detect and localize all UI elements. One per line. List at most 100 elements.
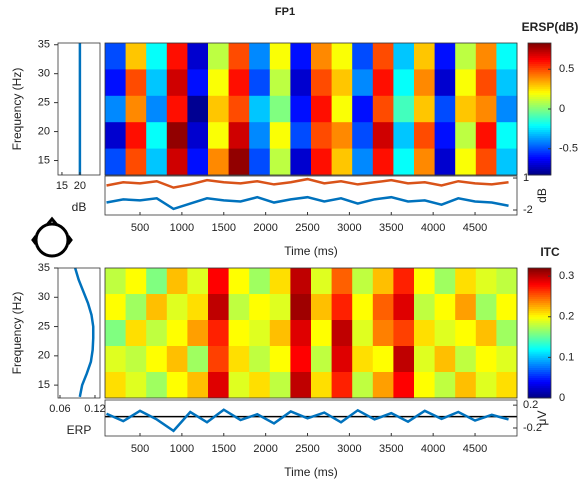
colorbar-swatch bbox=[528, 282, 551, 285]
colorbar-swatch bbox=[528, 80, 551, 83]
heatmap-cell bbox=[249, 43, 271, 70]
colorbar-swatch bbox=[528, 135, 551, 139]
y-tick-label: 35 bbox=[38, 262, 50, 274]
heatmap-cell bbox=[455, 69, 477, 97]
heatmap-cell bbox=[166, 95, 188, 123]
colorbar-tick-label: 0.5 bbox=[559, 63, 574, 75]
colorbar-swatch bbox=[528, 61, 551, 65]
x-tick-label: 4500 bbox=[463, 443, 487, 455]
colorbar-swatch bbox=[528, 59, 551, 62]
heatmap-cell bbox=[290, 346, 312, 373]
colorbar-swatch bbox=[528, 270, 551, 273]
heatmap-cell bbox=[228, 372, 250, 399]
x-tick-label: 2500 bbox=[295, 222, 319, 234]
heatmap-cell bbox=[393, 69, 415, 97]
heatmap-cell bbox=[414, 122, 436, 150]
heatmap-cell bbox=[414, 148, 436, 176]
heatmap-cell bbox=[290, 268, 312, 295]
heatmap-cell bbox=[228, 122, 250, 150]
heatmap-cell bbox=[269, 148, 291, 176]
heatmap-cell bbox=[393, 148, 415, 176]
heatmap-cell bbox=[455, 294, 477, 321]
heatmap-cell bbox=[414, 320, 436, 347]
colorbar-swatch bbox=[528, 127, 551, 131]
heatmap-cell bbox=[414, 268, 436, 295]
heatmap-cell bbox=[249, 372, 271, 399]
heatmap-cell bbox=[372, 294, 394, 321]
x-tick-label: 4000 bbox=[421, 222, 445, 234]
x-tick-label: 2500 bbox=[295, 443, 319, 455]
heatmap-cell bbox=[372, 372, 394, 399]
axes-box bbox=[104, 42, 518, 176]
heatmap-cell bbox=[105, 148, 127, 176]
colorbar-swatch bbox=[528, 343, 551, 346]
axes-box bbox=[104, 267, 518, 399]
heatmap-cell bbox=[166, 122, 188, 150]
heatmap-cell bbox=[290, 372, 312, 399]
heatmap-cell bbox=[434, 95, 456, 123]
colorbar-swatch bbox=[528, 341, 551, 344]
colorbar-swatch bbox=[528, 365, 551, 368]
heatmap-cell bbox=[187, 122, 209, 150]
heatmap-cell bbox=[228, 346, 250, 373]
colorbar-swatch bbox=[528, 320, 551, 324]
heatmap-cell bbox=[290, 69, 312, 97]
colorbar-swatch bbox=[528, 391, 551, 395]
y-axis-label: Frequency (Hz) bbox=[10, 68, 24, 151]
heatmap-cell bbox=[331, 294, 353, 321]
colorbar-swatch bbox=[528, 324, 551, 328]
heatmap-cell bbox=[311, 69, 333, 97]
colorbar-swatch bbox=[528, 387, 551, 391]
colorbar-swatch bbox=[528, 314, 551, 318]
heatmap-cell bbox=[331, 69, 353, 97]
heatmap-cell bbox=[475, 43, 497, 70]
heatmap-cell bbox=[372, 148, 394, 176]
heatmap-cell bbox=[249, 122, 271, 150]
heatmap-cell bbox=[105, 372, 127, 399]
colorbar-swatch bbox=[528, 353, 551, 356]
heatmap-cell bbox=[208, 372, 230, 399]
colorbar-swatch bbox=[528, 71, 551, 75]
y-axis-label: Frequency (Hz) bbox=[10, 292, 24, 375]
colorbar-swatch bbox=[528, 381, 551, 385]
heatmap-cell bbox=[352, 268, 374, 295]
colorbar-swatch bbox=[528, 119, 551, 122]
colorbar-swatch bbox=[528, 373, 551, 377]
colorbar-swatch bbox=[528, 280, 551, 283]
colorbar-swatch bbox=[528, 318, 551, 322]
colorbar-swatch bbox=[528, 367, 551, 370]
colorbar-swatch bbox=[528, 302, 551, 305]
axes-box bbox=[57, 42, 101, 176]
heatmap-cell bbox=[208, 320, 230, 347]
colorbar-swatch bbox=[528, 63, 551, 67]
colorbar-swatch bbox=[528, 102, 551, 106]
heatmap-cell bbox=[166, 320, 188, 347]
x-tick-label: 0.12 bbox=[84, 403, 105, 415]
heatmap-cell bbox=[434, 69, 456, 97]
heatmap-cell bbox=[187, 268, 209, 295]
colorbar-swatch bbox=[528, 76, 551, 79]
colorbar-swatch bbox=[528, 84, 551, 87]
heatmap-cell bbox=[496, 372, 518, 399]
heatmap-cell bbox=[352, 69, 374, 97]
heatmap-cell bbox=[125, 95, 147, 123]
y-tick-label: 1 bbox=[523, 172, 529, 184]
x-tick-label: 1000 bbox=[170, 443, 194, 455]
heatmap-cell bbox=[146, 346, 168, 373]
heatmap-cell bbox=[352, 148, 374, 176]
colorbar-swatch bbox=[528, 98, 551, 102]
heatmap-cell bbox=[496, 294, 518, 321]
heatmap-cell bbox=[393, 372, 415, 399]
heatmap-cell bbox=[475, 268, 497, 295]
heatmap-cell bbox=[125, 69, 147, 97]
heatmap-cell bbox=[455, 320, 477, 347]
heatmap-cell bbox=[372, 346, 394, 373]
heatmap-cell bbox=[311, 372, 333, 399]
colorbar-swatch bbox=[528, 371, 551, 375]
heatmap-cell bbox=[372, 320, 394, 347]
colorbar-swatch bbox=[528, 53, 551, 56]
heatmap-cell bbox=[228, 320, 250, 347]
colorbar-swatch bbox=[528, 333, 551, 336]
heatmap-cell bbox=[228, 294, 250, 321]
axes-box bbox=[104, 175, 518, 216]
